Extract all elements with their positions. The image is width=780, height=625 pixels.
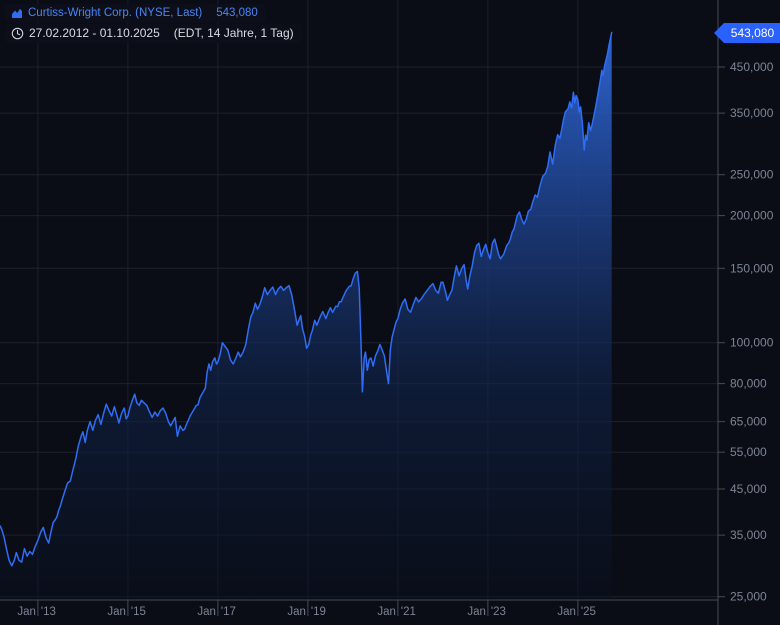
range-meta-text: (EDT, 14 Jahre, 1 Tag)	[173, 26, 294, 40]
price-axis-label: 150,000	[730, 261, 774, 275]
price-axis-label: 350,000	[730, 106, 774, 120]
price-axis-label: 80,000	[730, 377, 767, 391]
price-axis-label: 250,000	[730, 168, 774, 182]
price-axis[interactable]: 450,000 350,000 250,000 200,000 150,000 100,0…	[718, 60, 774, 604]
time-axis[interactable]: Jan '13 Jan '15 Jan '17 Jan '19 Jan '21 Jan '23 Jan '…	[17, 600, 596, 618]
symbol-title: Curtiss-Wright Corp. (NYSE, Last)	[28, 7, 203, 19]
time-axis-label-month: Jan	[17, 606, 36, 618]
clock-icon	[11, 27, 24, 39]
time-axis-label-year: '23	[491, 606, 506, 618]
price-axis-label: 55,000	[730, 445, 767, 459]
time-axis-label-month: Jan	[377, 606, 396, 618]
symbol-legend[interactable]: Curtiss-Wright Corp. (NYSE, Last) 543,08…	[5, 4, 266, 23]
time-axis-label-year: '19	[311, 606, 326, 618]
time-axis-label-month: Jan	[287, 606, 306, 618]
time-axis-label-year: '13	[41, 606, 56, 618]
time-axis-label-year: '21	[401, 606, 416, 618]
price-line[interactable]	[0, 31, 613, 567]
price-axis-label: 100,000	[730, 336, 774, 350]
last-price-tag-text: 543,080	[730, 26, 775, 40]
chart-legend: Curtiss-Wright Corp. (NYSE, Last) 543,08…	[5, 4, 302, 43]
price-axis-label: 200,000	[730, 209, 774, 223]
area-chart-icon	[12, 8, 22, 18]
range-legend[interactable]: 27.02.2012 - 01.10.2025 (EDT, 14 Jahre, …	[5, 24, 302, 43]
area-fill	[0, 32, 612, 600]
price-axis-label: 450,000	[730, 60, 774, 74]
time-axis-label-year: '17	[221, 606, 236, 618]
time-axis-label-month: Jan	[467, 606, 486, 618]
last-price-tag[interactable]: 543,080	[714, 23, 780, 43]
time-axis-label-year: '15	[131, 606, 146, 618]
time-axis-label-year: '25	[581, 606, 596, 618]
price-axis-label: 65,000	[730, 415, 767, 429]
time-axis-label-month: Jan	[107, 606, 126, 618]
price-axis-label: 45,000	[730, 482, 767, 496]
time-axis-label-month: Jan	[197, 606, 216, 618]
symbol-last-value: 543,080	[216, 7, 258, 19]
price-axis-label: 25,000	[730, 590, 767, 604]
date-range-text: 27.02.2012 - 01.10.2025	[29, 26, 160, 40]
price-axis-label: 35,000	[730, 528, 767, 542]
axis-lines	[0, 0, 719, 625]
time-axis-label-month: Jan	[557, 606, 576, 618]
